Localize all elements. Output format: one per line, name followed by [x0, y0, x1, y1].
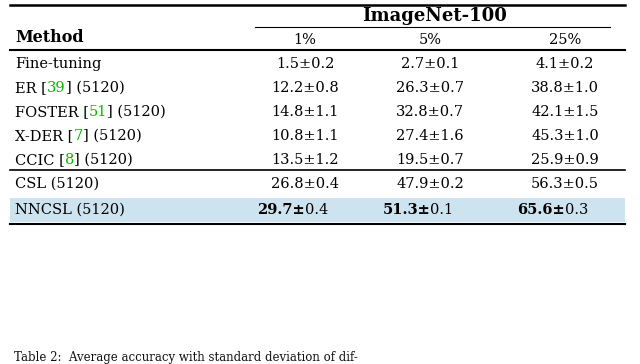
Text: 25%: 25% [549, 33, 581, 47]
Text: Method: Method [15, 29, 84, 47]
Text: Fine-tuning: Fine-tuning [15, 57, 101, 71]
Text: 1.5±0.2: 1.5±0.2 [276, 57, 334, 71]
Text: ] (5120): ] (5120) [65, 81, 124, 95]
Text: 38.8±1.0: 38.8±1.0 [531, 81, 599, 95]
Text: 56.3±0.5: 56.3±0.5 [531, 177, 599, 191]
Text: 1%: 1% [294, 33, 316, 47]
Text: 25.9±0.9: 25.9±0.9 [531, 153, 599, 167]
Text: 7: 7 [74, 129, 83, 143]
Bar [10, 198, 625, 222]
Text: CSL (5120): CSL (5120) [15, 177, 99, 191]
Text: 26.3±0.7: 26.3±0.7 [396, 81, 464, 95]
Text: 0.4: 0.4 [305, 203, 328, 217]
Text: CCIC [: CCIC [ [15, 153, 65, 167]
Text: 4.1±0.2: 4.1±0.2 [536, 57, 594, 71]
Text: X-DER [: X-DER [ [15, 129, 74, 143]
Text: 47.9±0.2: 47.9±0.2 [396, 177, 464, 191]
Text: 19.5±0.7: 19.5±0.7 [396, 153, 464, 167]
Text: NNCSL (5120): NNCSL (5120) [15, 203, 125, 217]
Text: 13.5±1.2: 13.5±1.2 [271, 153, 339, 167]
Text: 42.1±1.5: 42.1±1.5 [531, 105, 598, 119]
Text: FOSTER [: FOSTER [ [15, 105, 89, 119]
Text: 0.1: 0.1 [430, 203, 453, 217]
Text: ] (5120): ] (5120) [83, 129, 141, 143]
Text: 51: 51 [89, 105, 108, 119]
Text: 0.3: 0.3 [565, 203, 588, 217]
Text: 14.8±1.1: 14.8±1.1 [271, 105, 339, 119]
Text: 26.8±0.4: 26.8±0.4 [271, 177, 339, 191]
Text: 65.6±: 65.6± [517, 203, 565, 217]
Text: 10.8±1.1: 10.8±1.1 [271, 129, 339, 143]
Text: 27.4±1.6: 27.4±1.6 [396, 129, 464, 143]
Text: 32.8±0.7: 32.8±0.7 [396, 105, 464, 119]
Text: 29.7±: 29.7± [257, 203, 305, 217]
Text: 5%: 5% [419, 33, 442, 47]
Text: Table 2:  Average accuracy with standard deviation of dif-: Table 2: Average accuracy with standard … [14, 352, 358, 364]
Text: 39: 39 [47, 81, 65, 95]
Text: 12.2±0.8: 12.2±0.8 [271, 81, 339, 95]
Text: 8: 8 [65, 153, 74, 167]
Text: ER [: ER [ [15, 81, 47, 95]
Text: ImageNet-100: ImageNet-100 [363, 7, 508, 25]
Text: 2.7±0.1: 2.7±0.1 [401, 57, 459, 71]
Text: ] (5120): ] (5120) [74, 153, 133, 167]
Text: 45.3±1.0: 45.3±1.0 [531, 129, 599, 143]
Text: ] (5120): ] (5120) [108, 105, 166, 119]
Text: 51.3±: 51.3± [382, 203, 430, 217]
